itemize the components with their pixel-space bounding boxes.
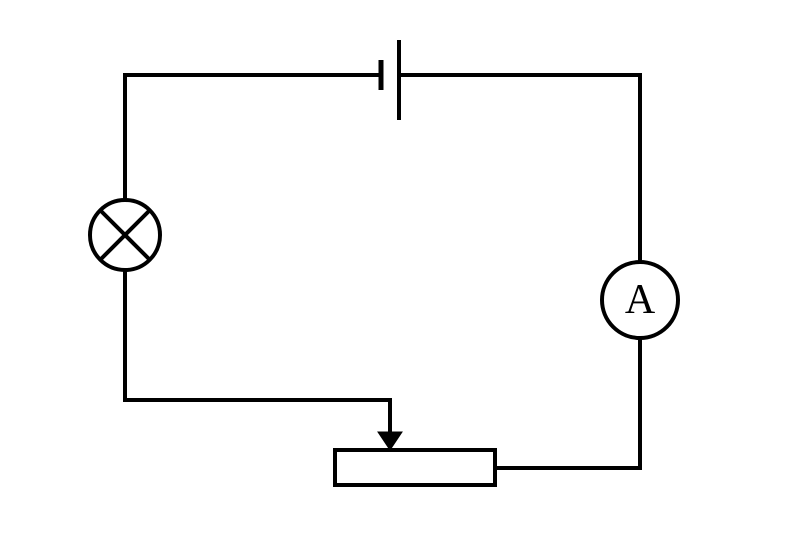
wire-group bbox=[125, 40, 640, 468]
wire-top-left bbox=[125, 75, 381, 200]
rheostat-wiper-arrow bbox=[378, 432, 402, 450]
circuit-diagram: A bbox=[0, 0, 800, 548]
lamp-icon bbox=[90, 200, 160, 270]
ammeter-label: A bbox=[625, 277, 656, 323]
wire-left-bottom bbox=[125, 270, 390, 438]
ammeter-icon: A bbox=[602, 262, 678, 338]
wire-right-bottom bbox=[495, 338, 640, 468]
circuit-svg: A bbox=[0, 0, 800, 548]
wire-top-right bbox=[399, 75, 640, 262]
rheostat-icon bbox=[335, 432, 495, 485]
